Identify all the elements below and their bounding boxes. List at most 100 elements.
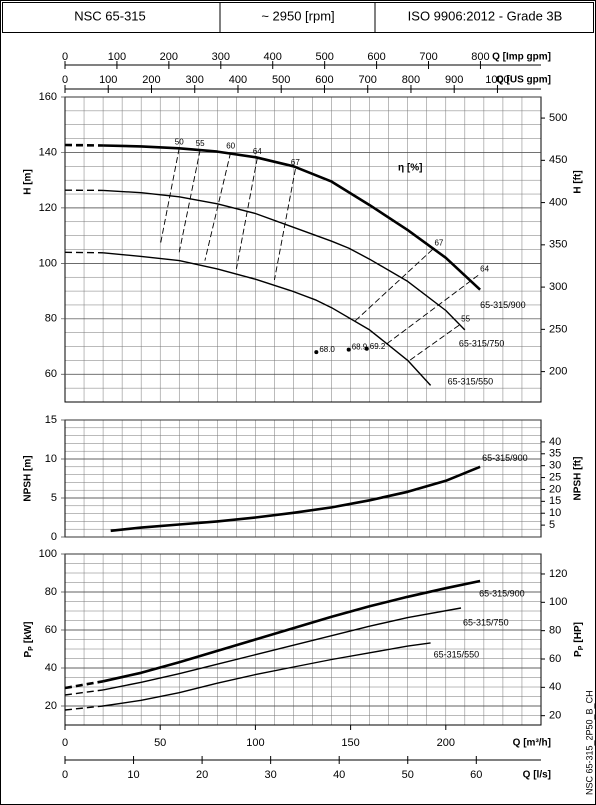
efficiency-label: 64 (480, 264, 489, 273)
x-tick-label: 200 (142, 74, 160, 86)
series-label: 65-315/750 (459, 338, 505, 348)
header-box (2, 2, 594, 33)
efficiency-line (235, 157, 258, 269)
curve-dashed (64, 680, 104, 690)
best-efficiency-label: 68.9 (352, 343, 368, 352)
x-tick-label: 10 (127, 769, 139, 781)
y-axis-symbol: P (573, 650, 584, 657)
y2-tick-label: 120 (549, 568, 567, 580)
x-tick-label: 600 (315, 74, 333, 86)
efficiency-label: 55 (196, 139, 205, 148)
x-tick-label: 0 (62, 74, 68, 86)
y-axis-title: NPSH [m] (23, 455, 34, 501)
y-tick-label: 10 (45, 453, 57, 465)
x-tick-label: 20 (196, 769, 208, 781)
y2-tick-label: 60 (549, 653, 561, 665)
x-tick-label: 800 (471, 51, 489, 63)
x-tick-label: 200 (437, 737, 455, 749)
y2-tick-label: 250 (549, 323, 567, 335)
y-axis-unit: [kW] (23, 621, 34, 643)
y-axis-symbol: P (23, 651, 34, 658)
y2-tick-label: 10 (549, 507, 561, 519)
best-efficiency-label: 69.2 (370, 342, 386, 351)
x-tick-label: 500 (272, 74, 290, 86)
y-axis-title: PP [kW] (23, 621, 35, 657)
x-tick-label: 30 (265, 769, 277, 781)
series-label: 65-315/900 (480, 300, 526, 310)
x-tick-label: 100 (108, 51, 126, 63)
header-standard: ISO 9906:2012 - Grade 3B (408, 8, 563, 23)
y-tick-label: 40 (45, 662, 57, 674)
y2-tick-label: 400 (549, 196, 567, 208)
curve (103, 252, 432, 386)
x-tick-label: 500 (315, 51, 333, 63)
y-tick-label: 20 (45, 700, 57, 712)
y-tick-label: 100 (39, 548, 57, 560)
y-axis-title: PP [HP] (573, 622, 585, 657)
x-tick-label: 150 (341, 737, 359, 749)
x-tick-label: 800 (402, 74, 420, 86)
x-tick-label: 40 (333, 769, 345, 781)
x-tick-label: 300 (186, 74, 204, 86)
y2-tick-label: 20 (549, 710, 561, 722)
efficiency-label: 50 (175, 137, 184, 146)
efficiency-line (273, 169, 296, 281)
x-tick-label: 100 (99, 74, 117, 86)
x-tick-label: 200 (160, 51, 178, 63)
y-tick-label: 160 (39, 91, 57, 103)
x-tick-label: 600 (367, 51, 385, 63)
x-axis-title: Q [Imp gpm] (492, 52, 551, 63)
y-axis-subscript: P (578, 645, 585, 650)
header-model: NSC 65-315 (74, 8, 146, 23)
series-label: 65-315/900 (482, 453, 528, 463)
y-axis-title: NPSH [ft] (573, 457, 584, 501)
footnote: NSC 65-315_2P50_B_CH (584, 690, 594, 795)
y2-tick-label: 80 (549, 625, 561, 637)
y2-tick-label: 35 (549, 448, 561, 460)
y2-tick-label: 40 (549, 436, 561, 448)
efficiency-line (204, 152, 232, 261)
curve (110, 465, 481, 533)
y-axis-unit: [HP] (573, 622, 584, 643)
curve (103, 144, 481, 291)
curve-dashed (64, 143, 104, 147)
efficiency-title: η [%] (398, 163, 422, 174)
y2-tick-label: 5 (549, 519, 555, 531)
curve (103, 189, 466, 331)
curve-dashed (64, 251, 104, 254)
best-efficiency-point (314, 350, 319, 355)
y2-tick-label: 30 (549, 460, 561, 472)
series-label: 65-315/550 (434, 649, 480, 659)
y-axis-title: H [m] (23, 169, 34, 195)
efficiency-line (178, 149, 201, 253)
y2-tick-label: 15 (549, 495, 561, 507)
series-label: 65-315/900 (479, 588, 525, 598)
curve (102, 642, 431, 707)
x-axis-title: Q [l/s] (523, 770, 551, 781)
y2-tick-label: 100 (549, 596, 567, 608)
x-axis-title: Q [m³/h] (513, 738, 551, 749)
curve-dashed (64, 689, 104, 696)
best-efficiency-point (346, 347, 351, 352)
efficiency-line (409, 324, 460, 361)
y-tick-label: 0 (51, 531, 57, 543)
y-tick-label: 15 (45, 414, 57, 426)
x-tick-label: 300 (212, 51, 230, 63)
y-tick-label: 80 (45, 586, 57, 598)
x-axis-title: Q [US gpm] (496, 75, 551, 86)
y-tick-label: 60 (45, 624, 57, 636)
curve (102, 607, 462, 691)
efficiency-label: 67 (434, 239, 443, 248)
y2-tick-label: 500 (549, 112, 567, 124)
efficiency-label: 67 (291, 158, 300, 167)
curve-dashed (64, 705, 104, 711)
x-tick-label: 1000 (485, 74, 509, 86)
y2-tick-label: 200 (549, 366, 567, 378)
x-tick-label: 50 (154, 737, 166, 749)
header-speed: ~ 2950 [rpm] (261, 8, 334, 23)
y2-tick-label: 300 (549, 281, 567, 293)
y-tick-label: 5 (51, 492, 57, 504)
series-label: 65-315/750 (463, 617, 509, 627)
y2-tick-label: 25 (549, 471, 561, 483)
